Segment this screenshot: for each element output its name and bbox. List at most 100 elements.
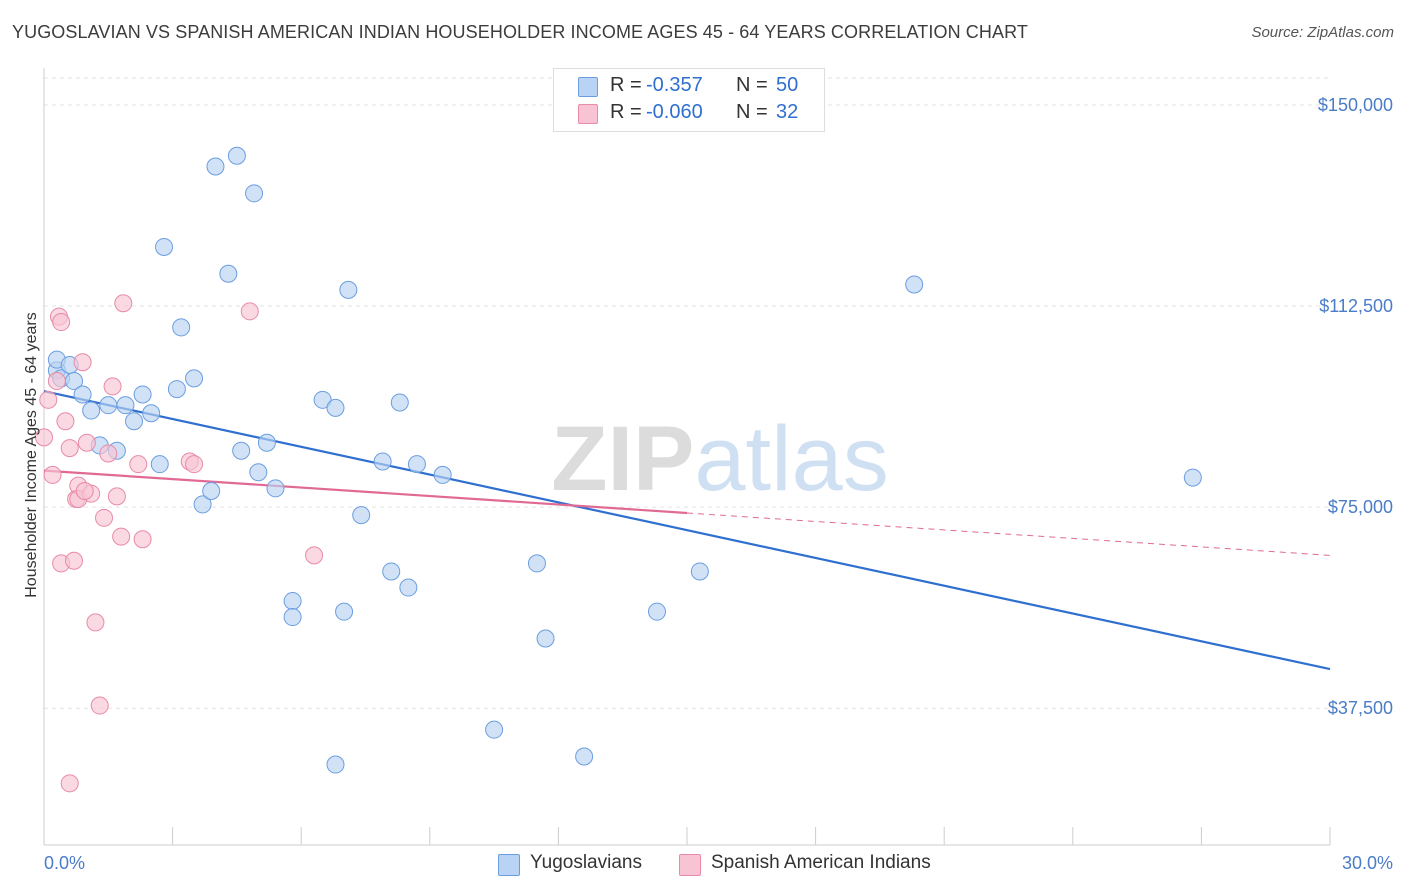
point-pink-22 bbox=[107, 487, 126, 506]
x-tick-label-max: 30.0% bbox=[1342, 853, 1393, 873]
point-blue-31 bbox=[313, 390, 332, 409]
point-blue-28 bbox=[266, 479, 285, 498]
legend-row-yugoslavians: R = -0.357 N = 50 bbox=[554, 73, 824, 99]
r-value: -0.060 bbox=[646, 101, 703, 123]
point-blue-25 bbox=[245, 184, 264, 203]
y-tick-label: $150,000 bbox=[1318, 95, 1393, 115]
point-blue-48 bbox=[690, 562, 709, 581]
point-blue-11 bbox=[125, 412, 144, 431]
x-tick-label-min: 0.0% bbox=[44, 853, 85, 873]
r-value: -0.357 bbox=[646, 74, 703, 96]
point-pink-24 bbox=[114, 294, 133, 313]
point-blue-50 bbox=[1183, 468, 1202, 487]
point-blue-8 bbox=[99, 396, 118, 415]
r-label: R = bbox=[610, 74, 642, 96]
point-blue-27 bbox=[257, 433, 276, 452]
r-label: R = bbox=[610, 101, 642, 123]
grid-lines bbox=[44, 77, 1330, 709]
point-blue-46 bbox=[575, 747, 594, 766]
point-pink-19 bbox=[95, 508, 114, 527]
chart-title: YUGOSLAVIAN VS SPANISH AMERICAN INDIAN H… bbox=[12, 22, 1028, 42]
point-blue-44 bbox=[527, 554, 546, 573]
point-pink-30 bbox=[305, 546, 324, 565]
n-label: N = bbox=[736, 101, 768, 123]
y-tick-label: $112,500 bbox=[1319, 296, 1393, 316]
point-blue-45 bbox=[536, 629, 555, 648]
point-blue-5 bbox=[73, 385, 92, 404]
trend-extension-pink bbox=[686, 512, 1331, 556]
point-pink-25 bbox=[129, 455, 148, 474]
point-blue-43 bbox=[485, 720, 504, 739]
point-pink-10 bbox=[65, 551, 84, 570]
point-pink-8 bbox=[60, 439, 79, 458]
legend-row-spanish-american-indians: R = -0.060 N = 32 bbox=[554, 100, 824, 126]
point-blue-39 bbox=[390, 393, 409, 412]
legend-label: Yugoslavians bbox=[530, 852, 642, 873]
point-blue-29 bbox=[283, 591, 302, 610]
point-blue-49 bbox=[905, 275, 924, 294]
point-pink-1 bbox=[39, 390, 58, 409]
point-blue-21 bbox=[206, 157, 225, 176]
point-pink-0 bbox=[35, 428, 53, 447]
point-blue-18 bbox=[185, 369, 204, 388]
n-value: 32 bbox=[776, 101, 799, 123]
point-blue-40 bbox=[399, 578, 418, 597]
n-value: 50 bbox=[776, 74, 799, 96]
point-pink-14 bbox=[73, 353, 92, 372]
point-pink-17 bbox=[86, 613, 105, 632]
point-blue-33 bbox=[326, 755, 345, 774]
point-blue-38 bbox=[382, 562, 401, 581]
legend-swatch-blue bbox=[498, 854, 520, 876]
y-axis-label: Householder Income Ages 45 - 64 years bbox=[23, 312, 40, 598]
point-blue-20 bbox=[202, 482, 221, 500]
point-blue-34 bbox=[335, 602, 354, 621]
point-blue-17 bbox=[172, 318, 191, 337]
point-pink-26 bbox=[133, 530, 152, 549]
point-pink-20 bbox=[99, 444, 118, 463]
data-points bbox=[35, 146, 1202, 793]
point-blue-30 bbox=[283, 608, 302, 627]
point-blue-10 bbox=[116, 396, 135, 415]
point-blue-36 bbox=[352, 506, 371, 525]
point-blue-14 bbox=[150, 455, 169, 474]
point-pink-2 bbox=[43, 465, 62, 484]
point-pink-7 bbox=[56, 412, 75, 431]
trend-line-pink bbox=[43, 469, 688, 515]
n-label: N = bbox=[736, 74, 768, 96]
trend-lines bbox=[43, 390, 1331, 671]
point-blue-15 bbox=[155, 237, 174, 256]
point-pink-31 bbox=[75, 482, 94, 500]
series-legend: Yugoslavians Spanish American Indians bbox=[0, 852, 1406, 878]
point-pink-18 bbox=[90, 696, 109, 715]
point-blue-19 bbox=[193, 495, 212, 514]
point-blue-6 bbox=[82, 401, 101, 420]
point-blue-26 bbox=[249, 463, 268, 482]
trend-line-blue bbox=[43, 390, 1331, 671]
point-blue-13 bbox=[142, 404, 161, 423]
point-blue-32 bbox=[326, 398, 345, 417]
point-blue-47 bbox=[647, 602, 666, 621]
point-pink-15 bbox=[77, 433, 96, 452]
point-pink-5 bbox=[52, 313, 71, 332]
legend-label: Spanish American Indians bbox=[711, 852, 931, 873]
point-pink-28 bbox=[185, 455, 204, 474]
point-pink-21 bbox=[103, 377, 122, 396]
point-pink-23 bbox=[112, 527, 131, 546]
point-blue-24 bbox=[232, 441, 251, 460]
point-blue-23 bbox=[227, 146, 246, 165]
point-blue-16 bbox=[167, 380, 186, 399]
point-pink-3 bbox=[47, 372, 66, 391]
source-label: Source: ZipAtlas.com bbox=[1251, 24, 1394, 41]
legend-swatch-pink bbox=[679, 854, 701, 876]
legend-swatch-pink bbox=[578, 104, 598, 124]
y-tick-label: $75,000 bbox=[1328, 497, 1393, 517]
point-blue-41 bbox=[407, 455, 426, 474]
point-pink-9 bbox=[60, 774, 79, 793]
y-tick-labels: $37,500 $75,000 $112,500 $150,000 bbox=[1318, 95, 1393, 718]
y-tick-label: $37,500 bbox=[1328, 698, 1393, 718]
watermark: ZIPatlas bbox=[551, 408, 888, 510]
x-tick-labels: 0.0% 30.0% bbox=[44, 853, 1393, 873]
point-blue-35 bbox=[339, 280, 358, 299]
point-blue-42 bbox=[433, 465, 452, 484]
